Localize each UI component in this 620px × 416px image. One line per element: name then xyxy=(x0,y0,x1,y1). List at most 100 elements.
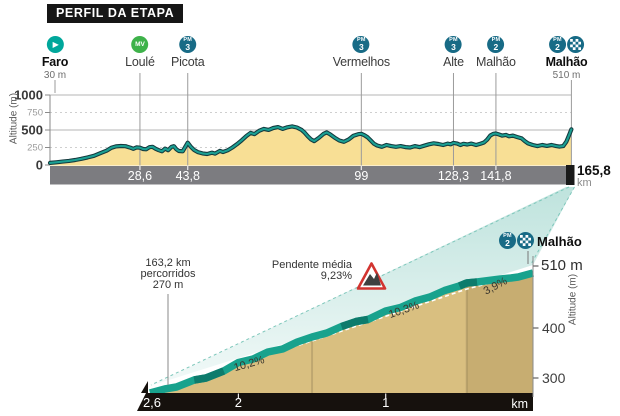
route-marker-malhão-5: PM 2 Malhão xyxy=(476,36,516,69)
km-tick-label: 128,3 xyxy=(438,169,469,183)
finish-flag-icon xyxy=(517,232,534,249)
finish-name-bottom: Malhão xyxy=(537,234,582,249)
badge-text: PM xyxy=(356,36,366,43)
page-title: PERFIL DA ETAPA xyxy=(47,4,184,23)
band-tick xyxy=(452,166,455,170)
marker-badges: PM 2 xyxy=(546,36,588,53)
band-tick xyxy=(360,166,362,170)
mountain-category-2-icon: PM 2 xyxy=(499,232,516,249)
badge-text: PM xyxy=(449,36,458,43)
marker-badges: PM 3 xyxy=(333,36,390,53)
band-tick xyxy=(187,166,189,170)
finish-flag-icon xyxy=(567,36,584,53)
route-markers: ▶ Faro 30 m MV Loulé PM 3 Picota PM 3 Vermelhos PM 3… xyxy=(0,0,620,100)
ytick-label-250: 250 xyxy=(27,143,43,154)
summit-altitude-label: 510 m xyxy=(541,257,583,274)
ytick-label-500: 500 xyxy=(21,123,43,138)
marker-name: Malhão xyxy=(545,55,588,69)
badge-text: 2 xyxy=(493,42,499,52)
bottom-km-tick-label: 2,6 xyxy=(143,395,161,410)
bottom-km-tick-label: 1 xyxy=(382,395,389,410)
bottom-x-axis-unit: km xyxy=(511,397,528,411)
badge-text: PM xyxy=(503,232,512,239)
profile-line xyxy=(48,125,573,164)
climb-surface-facet xyxy=(193,367,226,384)
bottom-x-axis-band xyxy=(137,393,533,411)
alt-tick-label-400: 400 xyxy=(542,320,566,336)
ytick-label-0: 0 xyxy=(36,158,43,173)
badge-text: PM xyxy=(491,36,501,43)
mountain-category-3-icon: PM 3 xyxy=(179,36,197,53)
marker-altitude: 510 m xyxy=(552,70,581,81)
climb-last-segment-shade xyxy=(466,273,533,393)
checker-pattern xyxy=(520,235,531,246)
mountain-category-2-icon: PM 2 xyxy=(487,36,505,53)
bottom-band-wedge xyxy=(141,381,148,393)
route-marker-loulé-1: MV Loulé xyxy=(125,36,155,69)
badge-text: PM xyxy=(183,36,193,43)
zoom-cone-right-edge xyxy=(530,186,575,265)
profile-area-fill xyxy=(50,126,572,166)
top-x-axis-band xyxy=(50,166,567,185)
checker-pattern xyxy=(570,39,581,50)
distance-covered-note: 163,2 km percorridos 270 m xyxy=(118,258,218,291)
marker-altitude: 30 m xyxy=(43,70,67,81)
avg-grade-text: Pendente média xyxy=(271,259,352,271)
route-marker-vermelhos-3: PM 3 Vermelhos xyxy=(333,36,390,69)
mountain-category-3-icon: PM 3 xyxy=(444,36,462,53)
marker-name: Malhão xyxy=(476,55,516,69)
ytick-label-750: 750 xyxy=(27,108,43,119)
finish-km-cap xyxy=(566,165,575,185)
badge-text: 2 xyxy=(505,238,510,248)
marker-badges: PM 3 xyxy=(171,36,205,53)
marker-name: Vermelhos xyxy=(332,55,390,69)
route-marker-malhão-6: PM 2 Malhão 510 m xyxy=(546,36,588,81)
marker-name: Faro xyxy=(41,55,69,69)
badge-text: PM xyxy=(553,36,562,43)
marker-name: Picota xyxy=(170,55,205,69)
mountain-glyph xyxy=(363,272,381,286)
badge-text: 2 xyxy=(555,42,560,52)
route-marker-faro-0: ▶ Faro 30 m xyxy=(42,36,68,81)
climb-surface-facet xyxy=(340,315,369,331)
total-distance-value: 165,8 xyxy=(577,163,611,178)
route-marker-alte-4: PM 3 Alte xyxy=(443,36,464,69)
note-alt: 270 m xyxy=(152,279,184,291)
marker-badges: PM 2 xyxy=(476,36,516,53)
bottom-band-tick xyxy=(237,393,239,398)
note-km: 163,2 km xyxy=(145,257,191,269)
marker-badges: ▶ xyxy=(42,36,68,53)
bottom-chart-y-axis-label: Altitude (m) xyxy=(567,273,579,326)
mountain-category-3-icon: PM 3 xyxy=(352,36,370,53)
marker-name: Alte xyxy=(443,55,464,69)
km-tick-label: 141,8 xyxy=(480,169,511,183)
avg-grade-value: 9,23% xyxy=(320,270,352,282)
km-tick-label: 43,8 xyxy=(176,169,200,183)
bottom-band-tick xyxy=(385,393,387,398)
km-tick-label: 99 xyxy=(354,169,368,183)
bottom-km-tick-label: 2 xyxy=(235,395,242,410)
band-tick xyxy=(495,166,497,170)
band-tick xyxy=(139,166,141,170)
note-word: percorridos xyxy=(140,268,196,280)
play-icon: ▶ xyxy=(52,39,59,49)
stage-start-icon: ▶ xyxy=(46,36,64,53)
badge-text: 3 xyxy=(451,42,456,52)
km-tick-label: 28,6 xyxy=(128,169,152,183)
route-marker-picota-2: PM 3 Picota xyxy=(171,36,205,69)
ytick-label-1000: 1000 xyxy=(14,88,43,103)
marker-badges: PM 3 xyxy=(443,36,464,53)
finish-badges-row: PM 2 xyxy=(499,232,534,249)
mountain-category-2-icon: PM 2 xyxy=(549,36,566,53)
intermediate-sprint-icon: MV xyxy=(131,36,149,53)
zoom-cone-left-edge xyxy=(150,186,570,386)
marker-name: Loulé xyxy=(125,55,155,69)
climb-surface-facet xyxy=(457,278,478,290)
alt-tick-label-300: 300 xyxy=(542,370,566,386)
average-gradient-note: Pendente média 9,23% xyxy=(248,260,352,282)
badge-text: 3 xyxy=(185,42,191,52)
total-distance-unit: km xyxy=(577,177,592,189)
badge-text: 3 xyxy=(358,42,364,52)
